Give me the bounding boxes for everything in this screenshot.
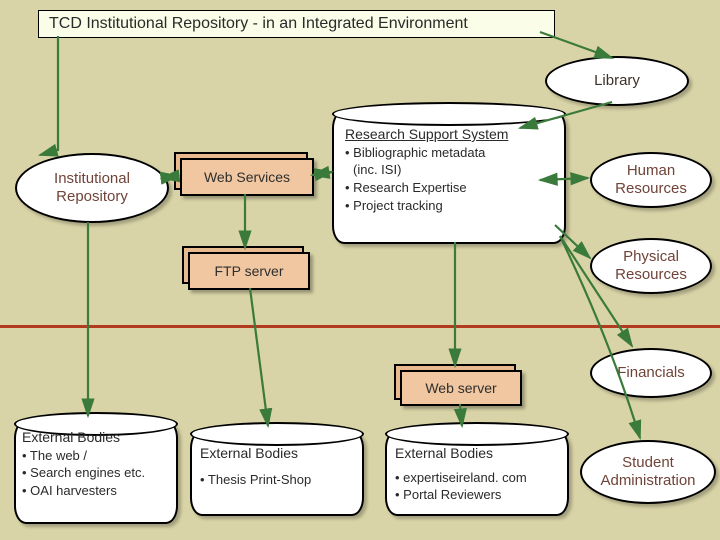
- separator-line: [0, 325, 720, 328]
- ext-right-text: External Bodies • expertiseireland. com …: [395, 444, 565, 504]
- financials-oval: Financials: [590, 348, 712, 398]
- ext-right-title: External Bodies: [395, 444, 565, 463]
- rss-b4: • Project tracking: [345, 197, 560, 215]
- ext-mid-text: External Bodies • Thesis Print-Shop: [200, 444, 355, 488]
- web-services-box: Web Services: [180, 158, 314, 196]
- human-resources-oval: Human Resources: [590, 152, 712, 208]
- ext-left-l2: • Search engines etc.: [22, 464, 172, 482]
- ext-left-l1: • The web /: [22, 447, 172, 465]
- physical-resources-oval: Physical Resources: [590, 238, 712, 294]
- rss-text: Research Support System • Bibliographic …: [345, 125, 560, 214]
- ext-right-l1: • expertiseireland. com: [395, 469, 565, 487]
- rss-b2: (inc. ISI): [345, 161, 560, 179]
- web-server-label: Web server: [425, 380, 496, 396]
- ftp-server-box: FTP server: [188, 252, 310, 290]
- page-title: TCD Institutional Repository - in an Int…: [38, 10, 555, 38]
- ext-left-title: External Bodies: [22, 428, 172, 447]
- ftp-server-label: FTP server: [215, 263, 284, 279]
- rss-b3: • Research Expertise: [345, 179, 560, 197]
- ext-left-text: External Bodies • The web / • Search eng…: [22, 428, 172, 500]
- ext-mid-title: External Bodies: [200, 444, 355, 463]
- ext-left-l3: • OAI harvesters: [22, 482, 172, 500]
- web-services-label: Web Services: [204, 169, 290, 185]
- rss-b1: • Bibliographic metadata: [345, 144, 560, 162]
- rss-title: Research Support System: [345, 125, 560, 144]
- web-server-box: Web server: [400, 370, 522, 406]
- institutional-repository-oval: Institutional Repository: [15, 153, 169, 223]
- ext-right-l2: • Portal Reviewers: [395, 486, 565, 504]
- student-administration-oval: Student Administration: [580, 440, 716, 504]
- library-oval: Library: [545, 56, 689, 106]
- ext-mid-item: • Thesis Print-Shop: [200, 471, 355, 489]
